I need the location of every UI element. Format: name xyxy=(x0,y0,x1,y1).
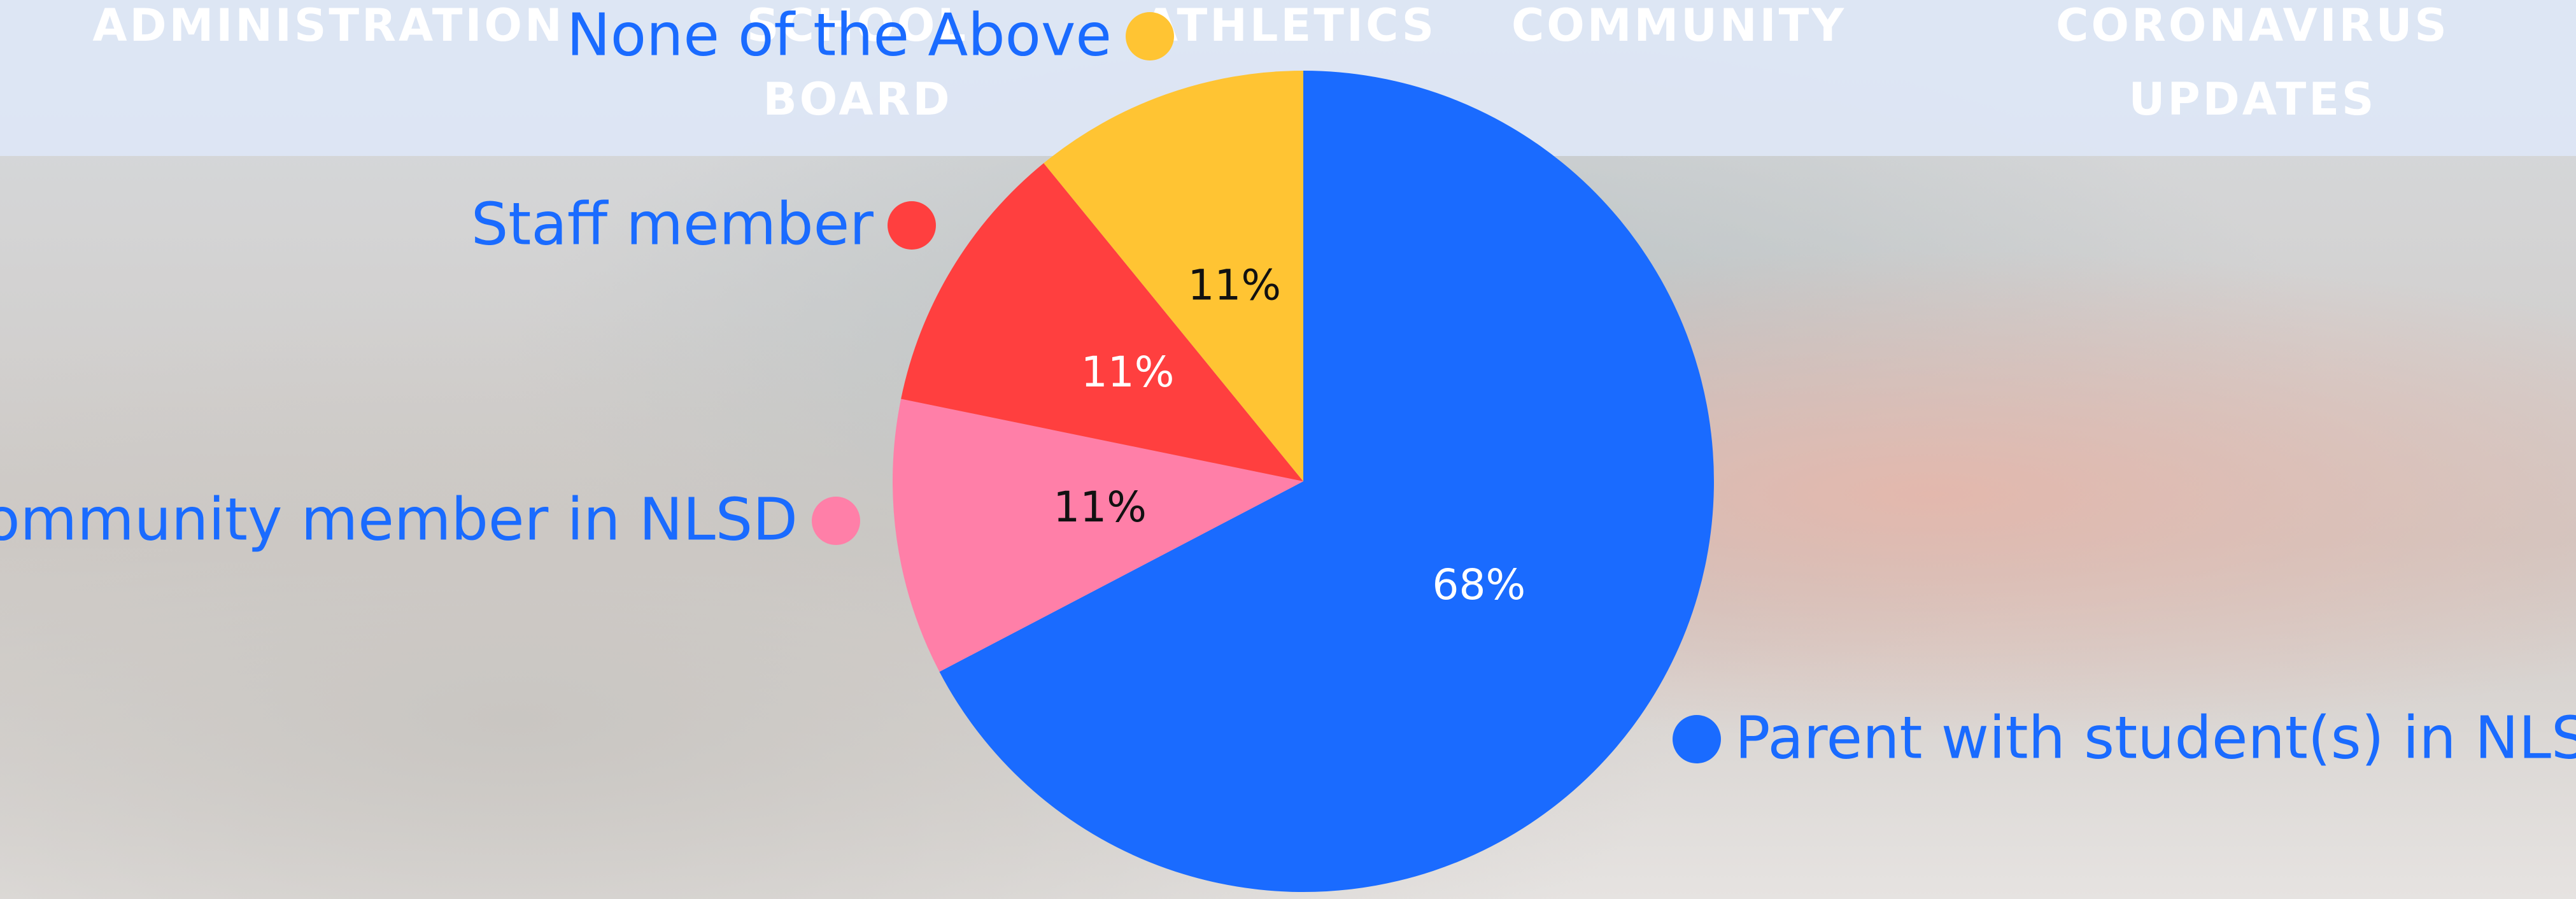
legend-label: Staff member xyxy=(471,190,874,258)
legend-marker xyxy=(1126,12,1174,60)
pie-slice xyxy=(939,71,1714,892)
legend-label: None of the Above xyxy=(567,1,1112,69)
nav-item[interactable]: ADMINISTRATION xyxy=(92,0,565,52)
pie-slice xyxy=(901,163,1303,481)
nav-item[interactable]: ATHLETICS xyxy=(1143,0,1437,52)
value-label: 11% xyxy=(1187,260,1281,309)
value-label: 68% xyxy=(1433,560,1526,609)
legend-marker xyxy=(888,201,936,250)
nav-item[interactable]: SCHOOL BOARD xyxy=(747,0,968,125)
nav-item[interactable]: COMMUNITY xyxy=(1511,0,1847,52)
value-label: 11% xyxy=(1053,483,1147,532)
pie-slice xyxy=(1044,71,1303,481)
legend-marker xyxy=(812,497,860,545)
legend-marker xyxy=(1673,715,1721,763)
legend-label: Community member in NLSD xyxy=(0,485,798,553)
nav-item[interactable]: CORONAVIRUS UPDATES xyxy=(2056,0,2449,125)
pie-slice xyxy=(892,399,1303,672)
legend-label: Parent with student(s) in NLSD xyxy=(1735,704,2576,772)
value-label: 11% xyxy=(1081,348,1175,397)
